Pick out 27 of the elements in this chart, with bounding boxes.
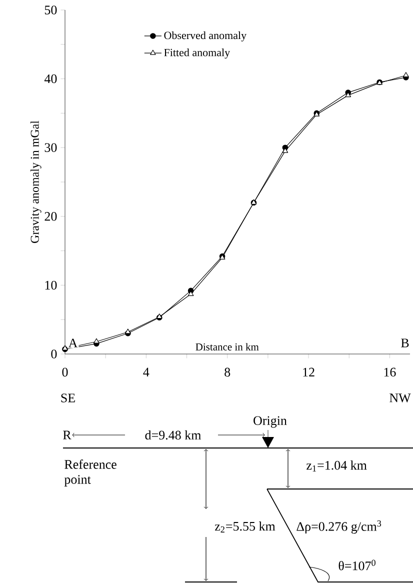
text: θ=107$^{0}$ (338, 560, 376, 570)
y-tick-label: 50 (44, 6, 57, 14)
x-tick-label: 4 (143, 368, 150, 376)
legend-label: Fitted anomaly (164, 48, 230, 59)
y-tick-label: 30 (44, 143, 57, 152)
y-tick-label: 10 (45, 280, 57, 290)
y-tick-label: 40 (44, 74, 57, 84)
y-tick-label: 20 (44, 212, 57, 221)
text: d=9.48 km (145, 430, 202, 440)
x-tick-label: 16 (384, 368, 396, 377)
text: SE (61, 394, 75, 402)
y-tick-label: 0 (51, 350, 57, 358)
y-axis-title: Gravity anomaly in mGal (30, 120, 42, 243)
text: Δρ=0.276 g/cm$^{3}$ (296, 520, 382, 534)
text: R (63, 430, 72, 440)
text: Origin (254, 416, 287, 428)
legend-label: Observed anomaly (164, 31, 247, 42)
text: z$_{1}$=1.04 km (306, 460, 367, 472)
text: NW (390, 394, 411, 402)
x-tick-label: 12 (303, 368, 314, 376)
x-tick-label: 8 (224, 368, 230, 377)
annotation: B (401, 338, 409, 348)
x-tick-label: 0 (62, 368, 68, 377)
x-axis-title: Distance in km (196, 343, 259, 350)
annotation: A (68, 338, 78, 348)
text: Reference point (64, 460, 116, 486)
text: z$_{2}$=5.55 km (214, 522, 276, 532)
